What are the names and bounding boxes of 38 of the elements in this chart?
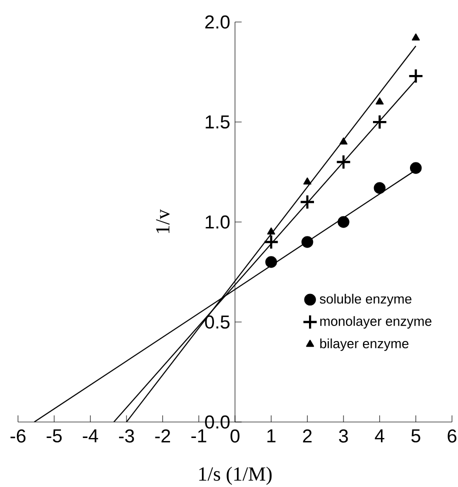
legend-label: monolayer enzyme bbox=[320, 316, 432, 329]
point bbox=[410, 162, 422, 174]
x-axis-title: 1/s (1/M) bbox=[199, 466, 272, 485]
point bbox=[301, 236, 314, 248]
y-axis-title: 1/v bbox=[156, 209, 170, 234]
legend-label: bilayer enzyme bbox=[320, 338, 408, 351]
y-tick-label: 0.5 bbox=[205, 315, 230, 329]
x-tick-label: -3 bbox=[119, 429, 134, 443]
x-tick-label: -1 bbox=[191, 429, 206, 442]
x-tick-label: -6 bbox=[10, 429, 26, 443]
point bbox=[339, 137, 348, 145]
x-tick-label: 3 bbox=[339, 429, 348, 443]
point bbox=[265, 256, 278, 268]
x-tick-label: -5 bbox=[46, 429, 62, 442]
point bbox=[267, 227, 276, 235]
legend-label: soluble enzyme bbox=[320, 294, 412, 306]
x-tick-label: 2 bbox=[303, 429, 312, 442]
point bbox=[300, 194, 316, 210]
y-tick-label: 1.5 bbox=[206, 115, 230, 129]
point bbox=[303, 177, 312, 185]
y-tick-label: 0.0 bbox=[205, 415, 230, 429]
x-tick-label: 0 bbox=[230, 429, 240, 443]
point bbox=[336, 154, 352, 170]
y-tick-label: 1.0 bbox=[206, 215, 230, 229]
x-tick-label: -4 bbox=[82, 429, 98, 442]
point bbox=[372, 114, 388, 130]
x-tick-label: 1 bbox=[267, 429, 276, 442]
point bbox=[338, 216, 350, 228]
y-tick-label: 2.0 bbox=[205, 15, 230, 29]
point bbox=[412, 33, 420, 41]
x-tick-label: 6 bbox=[448, 429, 456, 443]
x-tick-label: 4 bbox=[374, 429, 384, 442]
x-tick-label: 5 bbox=[411, 429, 420, 442]
x-tick-label: -2 bbox=[155, 429, 170, 442]
point bbox=[376, 97, 384, 105]
point bbox=[408, 68, 424, 84]
point bbox=[263, 234, 279, 250]
point bbox=[374, 182, 386, 194]
